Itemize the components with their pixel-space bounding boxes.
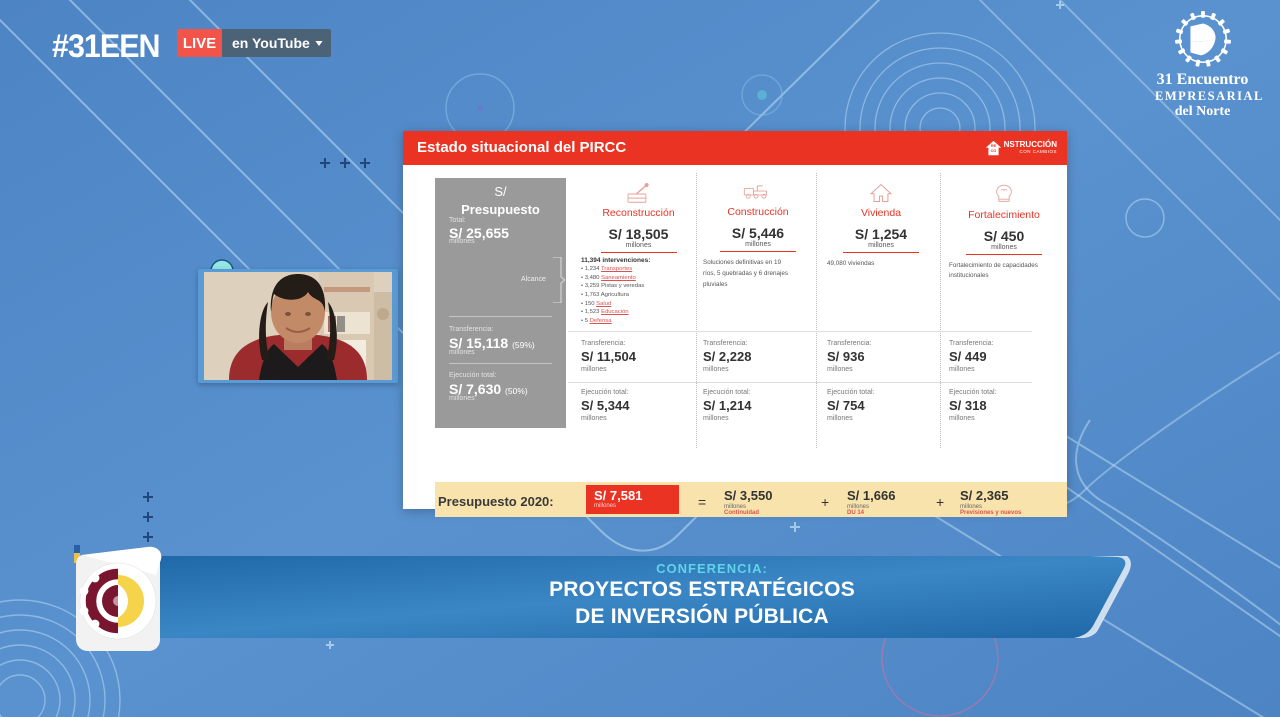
svg-text:CO: CO <box>990 148 996 152</box>
svg-text:RE: RE <box>991 143 997 147</box>
